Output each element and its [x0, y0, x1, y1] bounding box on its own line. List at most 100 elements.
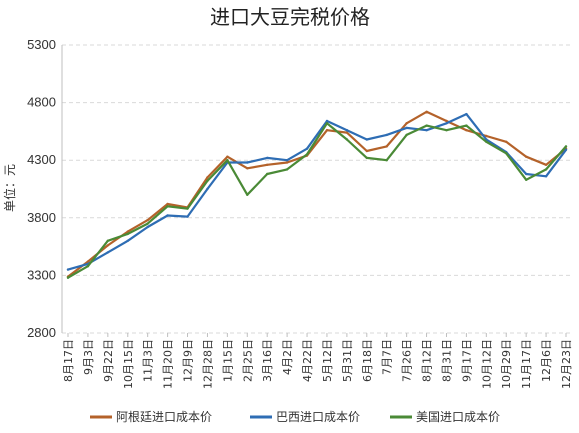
data-point [126, 239, 129, 242]
chart-title: 进口大豆完税价格 [210, 5, 370, 29]
data-point [166, 214, 169, 217]
data-point [206, 179, 209, 183]
data-point [126, 230, 129, 233]
x-tick-label: 11月17日 [520, 339, 533, 389]
data-point [405, 133, 408, 137]
series-group [66, 110, 568, 279]
data-point [425, 124, 428, 127]
series-line-1 [66, 112, 568, 271]
x-tick-label: 2月25日 [241, 339, 254, 382]
y-tick-label: 3300 [27, 267, 56, 282]
data-point [266, 156, 269, 160]
x-tick-label: 6月18日 [361, 339, 374, 382]
data-point [86, 265, 90, 268]
data-point [405, 126, 408, 130]
data-point [465, 112, 468, 116]
data-point [544, 175, 548, 178]
data-point [365, 149, 368, 153]
x-tick-label: 5月12日 [321, 339, 334, 382]
data-point [106, 239, 110, 242]
y-tick-label: 3800 [27, 210, 56, 225]
data-point [445, 119, 448, 123]
data-point [325, 122, 329, 125]
data-point [146, 218, 149, 222]
data-point [246, 167, 249, 170]
data-point [285, 161, 289, 164]
legend: 阿根廷进口成本价 巴西进口成本价 美国进口成本价 [90, 410, 500, 424]
data-point [146, 222, 149, 225]
x-tick-label: 3月16日 [261, 339, 274, 382]
data-point [345, 129, 349, 132]
data-point [305, 147, 309, 150]
data-point [186, 207, 189, 210]
x-tick-label: 12月23日 [560, 339, 573, 389]
data-point [246, 193, 249, 196]
data-point [564, 145, 568, 148]
x-tick-label: 12月9日 [182, 339, 195, 382]
data-point [525, 155, 528, 158]
data-point [425, 129, 428, 132]
data-point [305, 153, 309, 156]
x-tick-label: 12月28日 [201, 339, 214, 389]
data-point [365, 156, 368, 160]
data-point [206, 187, 209, 191]
legend-label: 美国进口成本价 [416, 410, 500, 424]
x-tick-label: 10月12日 [480, 339, 493, 389]
x-tick-label: 5月31日 [341, 339, 354, 382]
x-tick-label: 9月3日 [82, 339, 95, 375]
x-tick-label: 8月12日 [421, 339, 434, 382]
x-tick-label: 10月15日 [122, 339, 135, 389]
data-point [325, 129, 329, 132]
data-point [126, 232, 129, 236]
x-tick-label: 1月15日 [221, 339, 234, 382]
y-tick-label: 2800 [27, 325, 56, 340]
x-tick-label: 11月20日 [162, 339, 175, 389]
data-point [465, 129, 468, 132]
data-point [66, 276, 70, 279]
data-point [425, 110, 428, 114]
data-point [266, 163, 269, 166]
data-point [66, 268, 70, 271]
x-tick-label: 10月29日 [500, 339, 513, 389]
data-point [226, 155, 229, 158]
y-tick-label: 4800 [27, 95, 56, 110]
legend-label: 阿根廷进口成本价 [116, 410, 212, 424]
data-point [445, 122, 448, 125]
y-tick-label: 5300 [27, 37, 56, 52]
data-point [525, 178, 528, 181]
y-axis-label: 单位：元 [2, 164, 17, 212]
data-point [166, 202, 169, 206]
legend-label: 巴西进口成本价 [276, 410, 360, 424]
y-axis-ticks: 2800 3300 3800 4300 4800 5300 [27, 37, 56, 340]
data-point [505, 140, 508, 143]
data-point [166, 205, 169, 208]
x-axis-ticks: 8月17日 9月3日 9月22日 10月15日 11月3日 11月20日 12月9日 12月2… [62, 333, 573, 389]
x-tick-label: 8月17日 [62, 339, 75, 382]
y-tick-label: 4300 [27, 152, 56, 167]
data-point [285, 168, 289, 171]
x-tick-label: 4月2日 [281, 339, 294, 375]
data-point [544, 163, 548, 166]
x-tick-label: 9月22日 [102, 339, 115, 382]
grid [61, 44, 570, 334]
data-point [345, 131, 349, 134]
data-point [226, 159, 229, 162]
x-tick-label: 7月26日 [401, 339, 414, 382]
data-point [266, 172, 269, 176]
data-point [86, 260, 90, 263]
data-point [544, 168, 548, 171]
data-point [186, 215, 189, 218]
data-point [365, 138, 368, 141]
data-point [505, 152, 508, 155]
data-point [385, 145, 388, 148]
data-point [405, 122, 408, 125]
x-tick-label: 8月31日 [440, 339, 453, 382]
data-point [385, 159, 388, 162]
x-tick-label: 12月6日 [540, 339, 553, 382]
x-tick-label: 9月17日 [460, 339, 473, 382]
x-tick-label: 7月7日 [381, 339, 394, 375]
data-point [325, 119, 329, 123]
data-point [445, 129, 448, 132]
